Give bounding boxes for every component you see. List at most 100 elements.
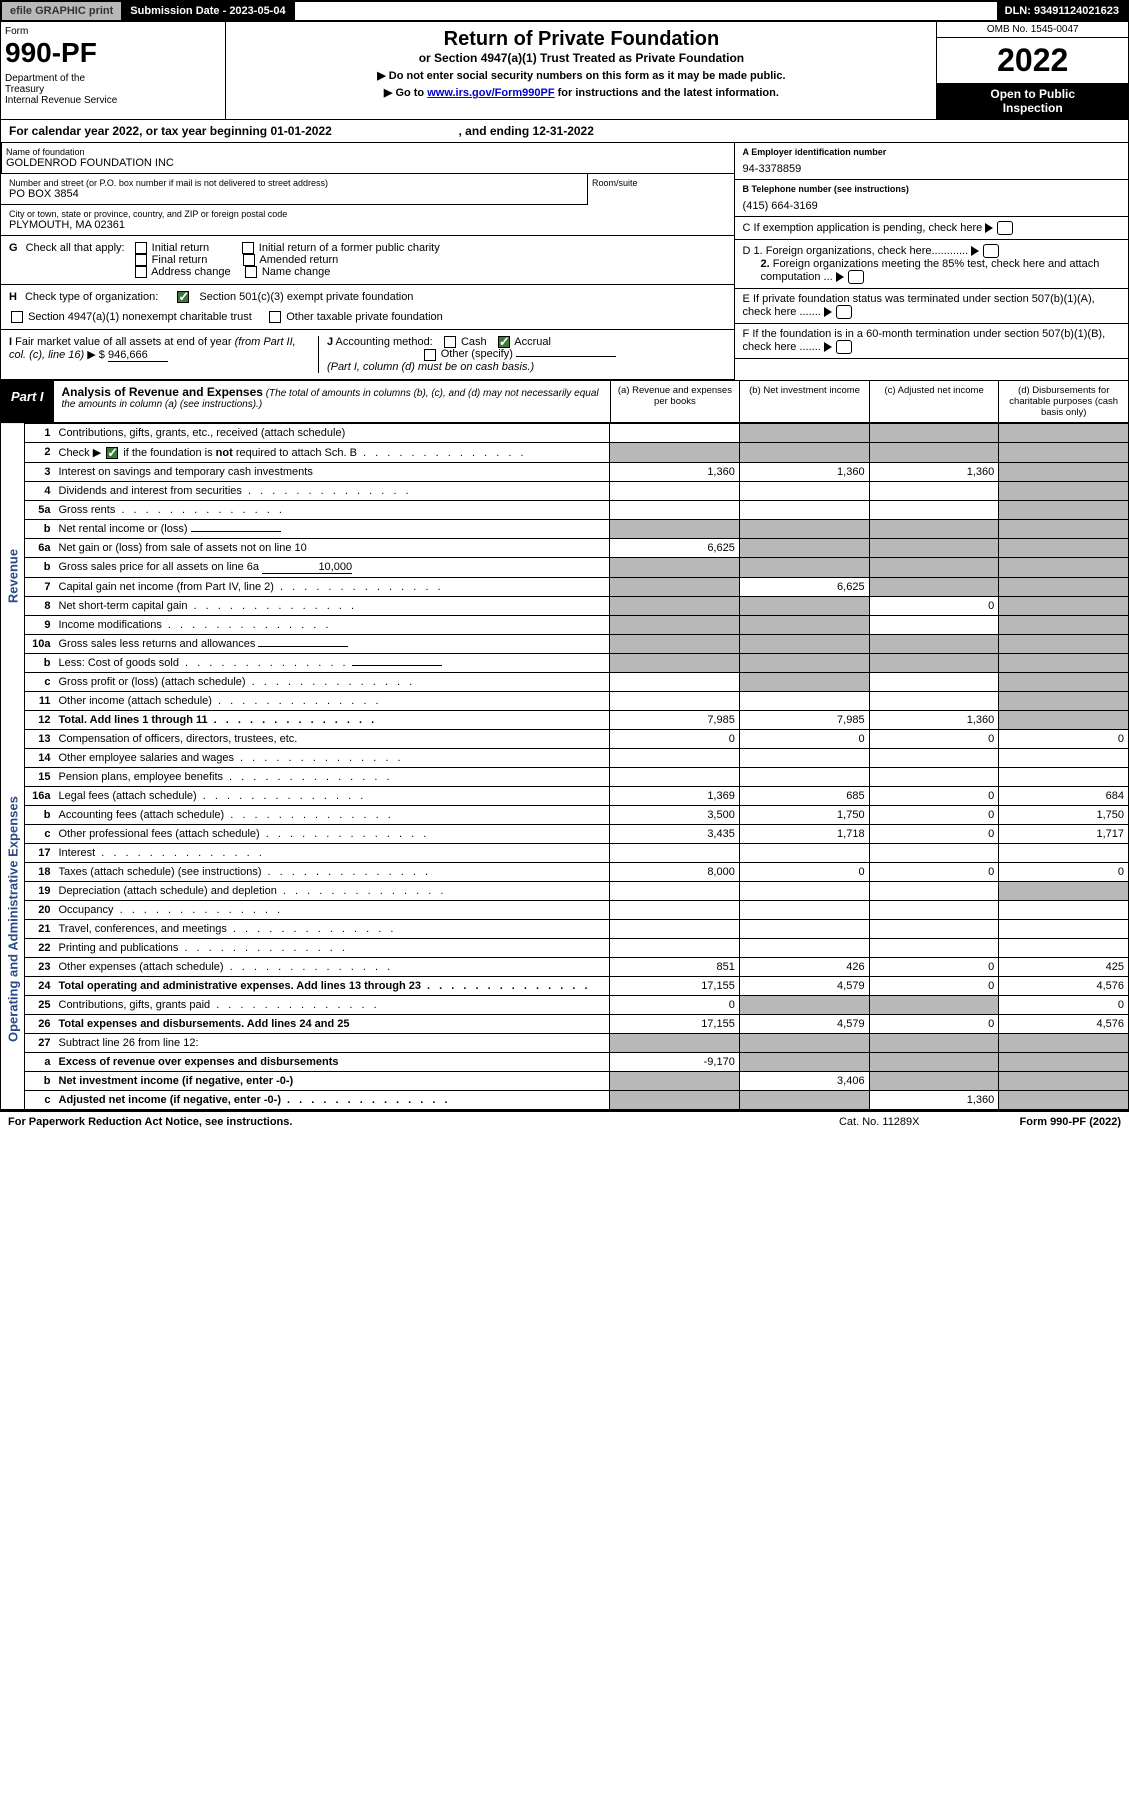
amount-cell: [869, 767, 999, 786]
part1-title: Analysis of Revenue and Expenses: [62, 385, 263, 399]
amount-cell: [739, 919, 869, 938]
ein-value: 94-3378859: [743, 157, 1120, 175]
cb-addr-change[interactable]: [135, 266, 147, 278]
amount-cell: [739, 538, 869, 557]
instructions-link[interactable]: www.irs.gov/Form990PF: [427, 87, 554, 99]
amount-cell: 0: [610, 995, 740, 1014]
cb-initial-former[interactable]: [242, 242, 254, 254]
main-table: Revenue1Contributions, gifts, grants, et…: [0, 423, 1129, 1110]
amount-cell: [610, 938, 740, 957]
amount-cell: 0: [869, 805, 999, 824]
amount-cell: [869, 691, 999, 710]
cb-other-tax[interactable]: [269, 311, 281, 323]
amount-cell: [739, 519, 869, 538]
amount-cell: 3,435: [610, 824, 740, 843]
amount-cell: [999, 500, 1129, 519]
amount-cell: [739, 881, 869, 900]
line-number: 7: [25, 577, 55, 596]
amount-cell: [610, 577, 740, 596]
line-desc: Printing and publications: [55, 938, 610, 957]
cb-initial[interactable]: [135, 242, 147, 254]
line-number: b: [25, 805, 55, 824]
amount-cell: [999, 634, 1129, 653]
amount-cell: 6,625: [739, 577, 869, 596]
amount-cell: 4,576: [999, 976, 1129, 995]
line-number: c: [25, 824, 55, 843]
amount-cell: 7,985: [610, 710, 740, 729]
table-row: bAccounting fees (attach schedule)3,5001…: [1, 805, 1129, 824]
table-row: 17Interest: [1, 843, 1129, 862]
amount-cell: [610, 1033, 740, 1052]
cb-d1[interactable]: [983, 244, 999, 258]
fmv-value: 946,666: [108, 349, 168, 362]
line-number: b: [25, 1071, 55, 1090]
line-desc: Pension plans, employee benefits: [55, 767, 610, 786]
amount-cell: 0: [869, 957, 999, 976]
table-row: 11Other income (attach schedule): [1, 691, 1129, 710]
col-a-head: (a) Revenue and expenses per books: [610, 381, 740, 422]
line-number: 15: [25, 767, 55, 786]
table-row: 4Dividends and interest from securities: [1, 481, 1129, 500]
form-note-2: ▶ Go to www.irs.gov/Form990PF for instru…: [232, 86, 930, 99]
amount-cell: 3,406: [739, 1071, 869, 1090]
table-row: 18Taxes (attach schedule) (see instructi…: [1, 862, 1129, 881]
amount-cell: 1,750: [999, 805, 1129, 824]
g-row: G Check all that apply: Initial return I…: [1, 236, 734, 285]
cb-4947[interactable]: [11, 311, 23, 323]
cb-501c3[interactable]: [177, 291, 189, 303]
amount-cell: 0: [869, 824, 999, 843]
cb-amended[interactable]: [243, 254, 255, 266]
line-number: 16a: [25, 786, 55, 805]
line-number: 18: [25, 862, 55, 881]
table-row: 26Total expenses and disbursements. Add …: [1, 1014, 1129, 1033]
table-row: cOther professional fees (attach schedul…: [1, 824, 1129, 843]
amount-cell: 1,750: [739, 805, 869, 824]
table-row: 7Capital gain net income (from Part IV, …: [1, 577, 1129, 596]
amount-cell: [999, 1033, 1129, 1052]
cb-f[interactable]: [836, 340, 852, 354]
form-subtitle: or Section 4947(a)(1) Trust Treated as P…: [232, 51, 930, 65]
line-number: 12: [25, 710, 55, 729]
dln: DLN: 93491124021623: [997, 2, 1127, 20]
amount-cell: [739, 691, 869, 710]
amount-cell: [999, 538, 1129, 557]
omb-number: OMB No. 1545-0047: [937, 22, 1128, 38]
cb-e[interactable]: [836, 305, 852, 319]
amount-cell: 1,360: [869, 462, 999, 481]
amount-cell: [999, 519, 1129, 538]
cb-cash[interactable]: [444, 336, 456, 348]
cb-other-method[interactable]: [424, 349, 436, 361]
amount-cell: [869, 442, 999, 462]
amount-cell: [869, 481, 999, 500]
amount-cell: [610, 596, 740, 615]
cb-final[interactable]: [135, 254, 147, 266]
amount-cell: [999, 557, 1129, 577]
cb-c[interactable]: [997, 221, 1013, 235]
table-row: Operating and Administrative Expenses13C…: [1, 729, 1129, 748]
cb-name-change[interactable]: [245, 266, 257, 278]
amount-cell: [869, 919, 999, 938]
table-row: 10aGross sales less returns and allowanc…: [1, 634, 1129, 653]
amount-cell: 4,579: [739, 1014, 869, 1033]
line-desc: Occupancy: [55, 900, 610, 919]
line-desc: Check ▶ if the foundation is not require…: [55, 442, 610, 462]
amount-cell: [869, 519, 999, 538]
table-row: 27Subtract line 26 from line 12:: [1, 1033, 1129, 1052]
amount-cell: [869, 900, 999, 919]
efile-button[interactable]: efile GRAPHIC print: [2, 2, 122, 20]
amount-cell: 8,000: [610, 862, 740, 881]
amount-cell: [610, 1090, 740, 1109]
cb-d2[interactable]: [848, 270, 864, 284]
amount-cell: [610, 843, 740, 862]
amount-cell: [999, 843, 1129, 862]
amount-cell: 0: [869, 1014, 999, 1033]
amount-cell: -9,170: [610, 1052, 740, 1071]
amount-cell: 3,500: [610, 805, 740, 824]
amount-cell: [999, 672, 1129, 691]
line-number: 10a: [25, 634, 55, 653]
amount-cell: 0: [869, 596, 999, 615]
table-row: 22Printing and publications: [1, 938, 1129, 957]
amount-cell: [739, 672, 869, 691]
line-number: 27: [25, 1033, 55, 1052]
cb-accrual[interactable]: [498, 336, 510, 348]
